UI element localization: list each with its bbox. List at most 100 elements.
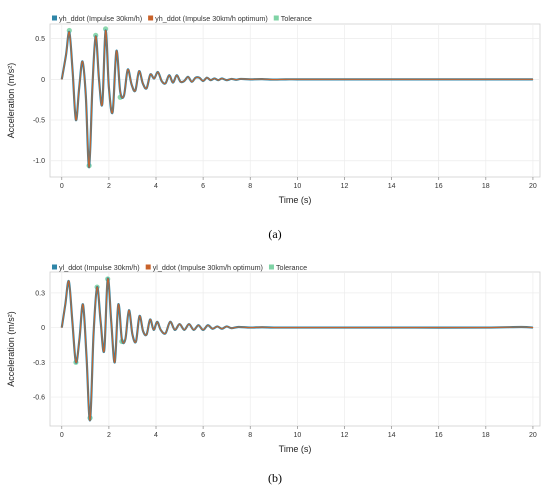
x-tick-label: 20: [529, 183, 537, 190]
data-point: [134, 90, 136, 92]
x-tick-label: 18: [482, 432, 490, 439]
data-point: [146, 334, 147, 335]
legend-swatch: [148, 15, 154, 21]
legend-label: yl_ddot (Impulse 30km/h): [59, 263, 140, 272]
legend-swatch: [268, 264, 274, 270]
data-point: [153, 78, 155, 79]
data-point: [132, 334, 133, 335]
data-point: [238, 326, 239, 328]
data-point: [165, 83, 166, 84]
y-tick-label: -1.0: [33, 158, 45, 165]
data-point: [198, 77, 200, 79]
data-point: [320, 78, 322, 80]
data-point: [135, 341, 137, 342]
y-axis-title: Acceleration (m/s²): [6, 311, 16, 387]
x-tick-label: 6: [201, 183, 205, 190]
data-point: [72, 70, 74, 72]
legend-label: yh_ddot (Impulse 30km/h): [59, 14, 142, 23]
y-axis-title: Acceleration (m/s²): [6, 63, 16, 139]
data-point: [79, 338, 80, 340]
data-point: [71, 321, 73, 323]
y-tick-label: -0.3: [33, 360, 45, 367]
x-tick-label: 4: [154, 432, 158, 439]
y-tick-label: 0: [41, 325, 45, 332]
chart-panel-a: 0 2 4 6 8 10 12 14 16 18 20 0.5 0 -0.5 -1.0 yh_ddot (Im…: [0, 0, 550, 245]
y-tick-label: 0: [41, 77, 45, 84]
data-point: [230, 327, 232, 329]
data-point: [75, 361, 77, 363]
data-point: [89, 419, 91, 421]
legend-swatch: [145, 264, 151, 270]
figure-caption: (a): [268, 227, 281, 241]
legend-label: yl_ddot (Impulse 30km/h optimum): [153, 263, 263, 272]
series-line-optimum: [61, 278, 533, 421]
data-point: [157, 71, 159, 73]
data-point: [153, 329, 155, 331]
data-point: [344, 327, 345, 328]
data-point: [117, 304, 119, 305]
y-tick-label: 0.3: [35, 290, 45, 297]
data-point: [142, 330, 144, 332]
data-point: [235, 79, 237, 81]
data-point: [149, 74, 151, 75]
x-tick-label: 14: [388, 432, 396, 439]
x-tick-label: 16: [435, 183, 443, 190]
data-point: [110, 321, 112, 323]
x-tick-label: 4: [154, 183, 158, 190]
data-point: [92, 87, 93, 88]
data-point: [214, 78, 215, 79]
plot-area: [49, 23, 541, 178]
data-point: [128, 309, 130, 311]
x-tick-label: 2: [107, 432, 111, 439]
data-point: [61, 78, 63, 80]
x-tick-label: 2: [107, 183, 111, 190]
data-point: [82, 304, 84, 305]
data-point: [96, 286, 98, 288]
figure-caption: (b): [268, 471, 282, 485]
data-point: [127, 69, 129, 70]
data-point: [78, 87, 80, 88]
data-point: [85, 95, 87, 97]
data-point: [210, 79, 212, 81]
data-point: [108, 87, 110, 88]
data-point: [180, 81, 181, 83]
data-point: [195, 77, 196, 79]
x-tick-label: 12: [341, 183, 349, 190]
data-point: [216, 326, 218, 327]
data-point: [172, 82, 174, 83]
x-tick-label: 20: [529, 432, 537, 439]
data-point: [207, 324, 209, 326]
data-point: [103, 350, 105, 352]
legend-swatch: [52, 15, 57, 21]
chart-b: 0 2 4 6 8 10 12 14 16 18 20 0.3 0 -0.3 -0.6 yl_ddot (Im…: [6, 263, 541, 485]
data-point: [202, 329, 204, 331]
data-point: [75, 119, 77, 121]
data-point: [68, 31, 70, 33]
data-point: [142, 83, 144, 84]
data-point: [149, 319, 151, 320]
chart-a: 0 2 4 6 8 10 12 14 16 18 20 0.5 0 -0.5 -1.0 yh_ddot (Im…: [6, 14, 541, 241]
chart-panel-b: 0 2 4 6 8 10 12 14 16 18 20 0.3 0 -0.3 -0.6 yl_ddot (Im…: [0, 250, 550, 491]
data-point: [187, 76, 189, 78]
x-axis-title: Time (s): [279, 195, 312, 205]
x-tick-label: 0: [60, 432, 64, 439]
data-point: [344, 78, 345, 80]
x-tick-label: 0: [60, 183, 64, 190]
x-tick-label: 18: [482, 183, 490, 190]
data-point: [532, 78, 534, 80]
data-point: [156, 321, 158, 323]
data-point: [93, 332, 94, 334]
data-point: [230, 78, 232, 80]
legend-label: yh_ddot (Impulse 30km/h optimum): [155, 14, 268, 23]
x-tick-label: 8: [248, 432, 252, 439]
data-point: [95, 35, 97, 37]
data-point: [226, 326, 228, 327]
plot-area: [49, 271, 541, 427]
data-point: [217, 79, 219, 81]
data-point: [112, 111, 114, 113]
data-point: [65, 54, 67, 56]
data-point: [105, 30, 106, 31]
data-point: [296, 327, 298, 328]
data-point: [273, 327, 275, 328]
data-point: [261, 326, 263, 328]
